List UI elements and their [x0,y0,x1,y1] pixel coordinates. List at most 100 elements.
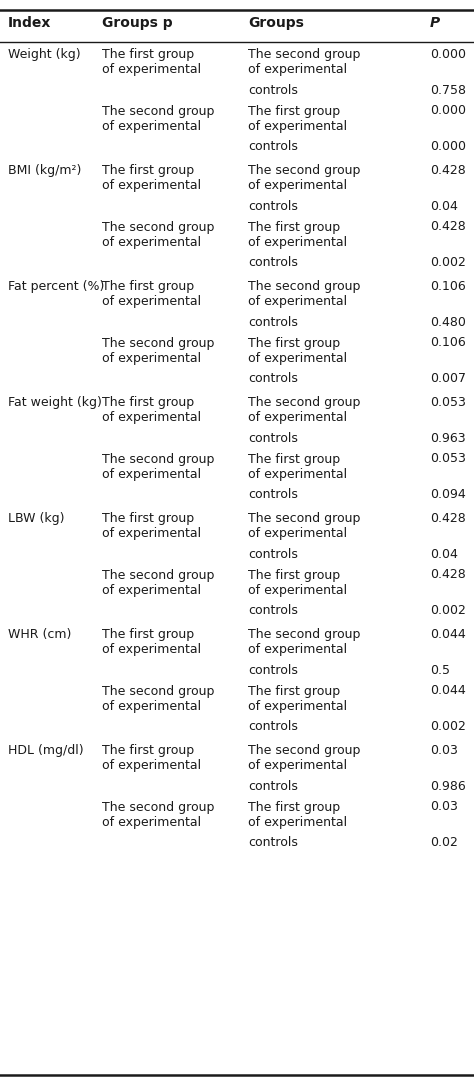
Text: of experimental: of experimental [102,120,201,133]
Text: P: P [430,16,440,30]
Text: 0.428: 0.428 [430,221,466,234]
Text: controls: controls [248,373,298,386]
Text: The first group: The first group [102,48,194,61]
Text: Weight (kg): Weight (kg) [8,48,81,61]
Text: controls: controls [248,664,298,677]
Text: of experimental: of experimental [248,815,347,828]
Text: The second group: The second group [102,569,214,582]
Text: controls: controls [248,432,298,445]
Text: controls: controls [248,84,298,97]
Text: The first group: The first group [102,280,194,293]
Text: 0.04: 0.04 [430,548,458,561]
Text: The first group: The first group [102,164,194,177]
Text: Index: Index [8,16,51,30]
Text: 0.002: 0.002 [430,720,466,733]
Text: The first group: The first group [248,221,340,234]
Text: The second group: The second group [248,512,360,525]
Text: of experimental: of experimental [102,643,201,656]
Text: controls: controls [248,200,298,213]
Text: 0.000: 0.000 [430,141,466,154]
Text: The second group: The second group [248,396,360,409]
Text: LBW (kg): LBW (kg) [8,512,64,525]
Text: 0.986: 0.986 [430,780,466,793]
Text: of experimental: of experimental [102,700,201,713]
Text: controls: controls [248,257,298,270]
Text: The second group: The second group [248,744,360,757]
Text: of experimental: of experimental [248,236,347,249]
Text: of experimental: of experimental [248,352,347,365]
Text: 0.758: 0.758 [430,84,466,97]
Text: The second group: The second group [102,221,214,234]
Text: Fat weight (kg): Fat weight (kg) [8,396,102,409]
Text: The second group: The second group [248,164,360,177]
Text: controls: controls [248,548,298,561]
Text: The first group: The first group [248,337,340,350]
Text: of experimental: of experimental [102,815,201,828]
Text: The second group: The second group [248,280,360,293]
Text: The second group: The second group [248,48,360,61]
Text: of experimental: of experimental [102,412,201,425]
Text: 0.000: 0.000 [430,48,466,61]
Text: Groups: Groups [248,16,304,30]
Text: of experimental: of experimental [248,180,347,193]
Text: The first group: The first group [248,569,340,582]
Text: 0.106: 0.106 [430,337,466,350]
Text: The second group: The second group [102,453,214,466]
Text: controls: controls [248,488,298,501]
Text: Fat percent (%): Fat percent (%) [8,280,104,293]
Text: The first group: The first group [248,104,340,117]
Text: 0.5: 0.5 [430,664,450,677]
Text: The second group: The second group [102,104,214,117]
Text: The first group: The first group [248,684,340,697]
Text: 0.428: 0.428 [430,164,466,177]
Text: controls: controls [248,316,298,329]
Text: of experimental: of experimental [248,527,347,540]
Text: 0.002: 0.002 [430,604,466,617]
Text: 0.044: 0.044 [430,684,466,697]
Text: of experimental: of experimental [102,64,201,77]
Text: controls: controls [248,836,298,849]
Text: 0.053: 0.053 [430,396,466,409]
Text: The second group: The second group [248,628,360,641]
Text: controls: controls [248,720,298,733]
Text: of experimental: of experimental [248,120,347,133]
Text: The first group: The first group [102,512,194,525]
Text: The second group: The second group [102,800,214,813]
Text: of experimental: of experimental [248,643,347,656]
Text: controls: controls [248,780,298,793]
Text: The second group: The second group [102,684,214,697]
Text: HDL (mg/dl): HDL (mg/dl) [8,744,83,757]
Text: of experimental: of experimental [102,468,201,481]
Text: 0.480: 0.480 [430,316,466,329]
Text: 0.002: 0.002 [430,257,466,270]
Text: controls: controls [248,141,298,154]
Text: The first group: The first group [102,628,194,641]
Text: 0.000: 0.000 [430,104,466,117]
Text: The first group: The first group [248,453,340,466]
Text: 0.106: 0.106 [430,280,466,293]
Text: 0.03: 0.03 [430,744,458,757]
Text: of experimental: of experimental [248,759,347,772]
Text: of experimental: of experimental [248,64,347,77]
Text: of experimental: of experimental [248,584,347,597]
Text: 0.094: 0.094 [430,488,466,501]
Text: The first group: The first group [102,396,194,409]
Text: of experimental: of experimental [102,527,201,540]
Text: of experimental: of experimental [248,412,347,425]
Text: WHR (cm): WHR (cm) [8,628,72,641]
Text: The first group: The first group [102,744,194,757]
Text: 0.428: 0.428 [430,512,466,525]
Text: 0.007: 0.007 [430,373,466,386]
Text: The second group: The second group [102,337,214,350]
Text: of experimental: of experimental [102,180,201,193]
Text: The first group: The first group [248,800,340,813]
Text: of experimental: of experimental [102,352,201,365]
Text: 0.044: 0.044 [430,628,466,641]
Text: of experimental: of experimental [248,468,347,481]
Text: 0.963: 0.963 [430,432,465,445]
Text: 0.053: 0.053 [430,453,466,466]
Text: Groups p: Groups p [102,16,173,30]
Text: of experimental: of experimental [102,584,201,597]
Text: 0.02: 0.02 [430,836,458,849]
Text: of experimental: of experimental [102,296,201,309]
